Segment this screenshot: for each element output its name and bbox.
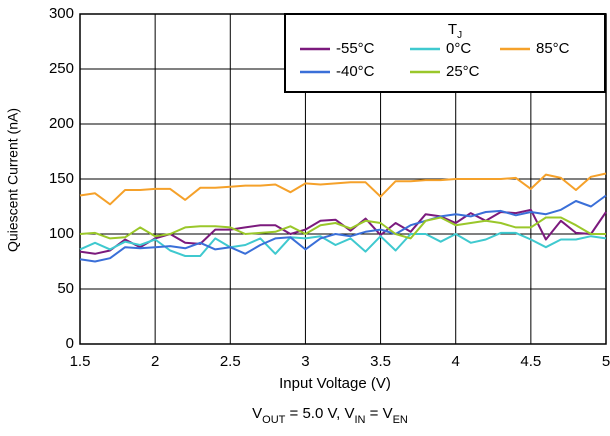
y-tick-label: 100 bbox=[49, 225, 74, 242]
x-tick-label: 3 bbox=[301, 353, 309, 370]
legend-label: -55°C bbox=[336, 40, 375, 57]
y-tick-label: 50 bbox=[57, 280, 74, 297]
caption-subscript: OUT bbox=[262, 414, 286, 426]
legend-title: TJ bbox=[448, 21, 462, 41]
series-line bbox=[79, 231, 607, 257]
y-axis-label: Quiescent Current (nA) bbox=[5, 108, 21, 252]
series-line bbox=[79, 216, 606, 240]
legend-label: 85°C bbox=[536, 40, 570, 57]
y-tick-label: 300 bbox=[49, 5, 74, 22]
y-tick-label: 150 bbox=[49, 170, 74, 187]
caption: VOUT = 5.0 V, VIN = VEN bbox=[252, 405, 408, 426]
x-tick-label: 4 bbox=[452, 353, 460, 370]
x-tick-label: 3.5 bbox=[370, 353, 391, 370]
y-tick-label: 250 bbox=[49, 60, 74, 77]
legend-title-sub: J bbox=[457, 30, 462, 41]
caption-text: V bbox=[252, 405, 262, 422]
legend-label: 25°C bbox=[446, 63, 480, 80]
y-tick-label: 200 bbox=[49, 115, 74, 132]
caption-subscript: EN bbox=[393, 414, 408, 426]
x-tick-label: 2 bbox=[151, 353, 159, 370]
series-line bbox=[79, 172, 607, 206]
x-tick-label: 2.5 bbox=[220, 353, 241, 370]
series-line bbox=[79, 194, 607, 263]
legend-title-main: T bbox=[448, 21, 457, 38]
x-axis-label: Input Voltage (V) bbox=[279, 375, 391, 392]
caption-subscript: IN bbox=[354, 414, 365, 426]
x-tick-label: 5 bbox=[602, 353, 610, 370]
legend-box bbox=[284, 13, 606, 93]
legend-label: -40°C bbox=[336, 63, 375, 80]
caption-text: = V bbox=[365, 405, 392, 422]
x-tick-label: 4.5 bbox=[520, 353, 541, 370]
y-tick-label: 0 bbox=[66, 335, 74, 352]
caption-text: = 5.0 V, V bbox=[285, 405, 354, 422]
legend-label: 0°C bbox=[446, 40, 471, 57]
x-tick-label: 1.5 bbox=[70, 353, 91, 370]
